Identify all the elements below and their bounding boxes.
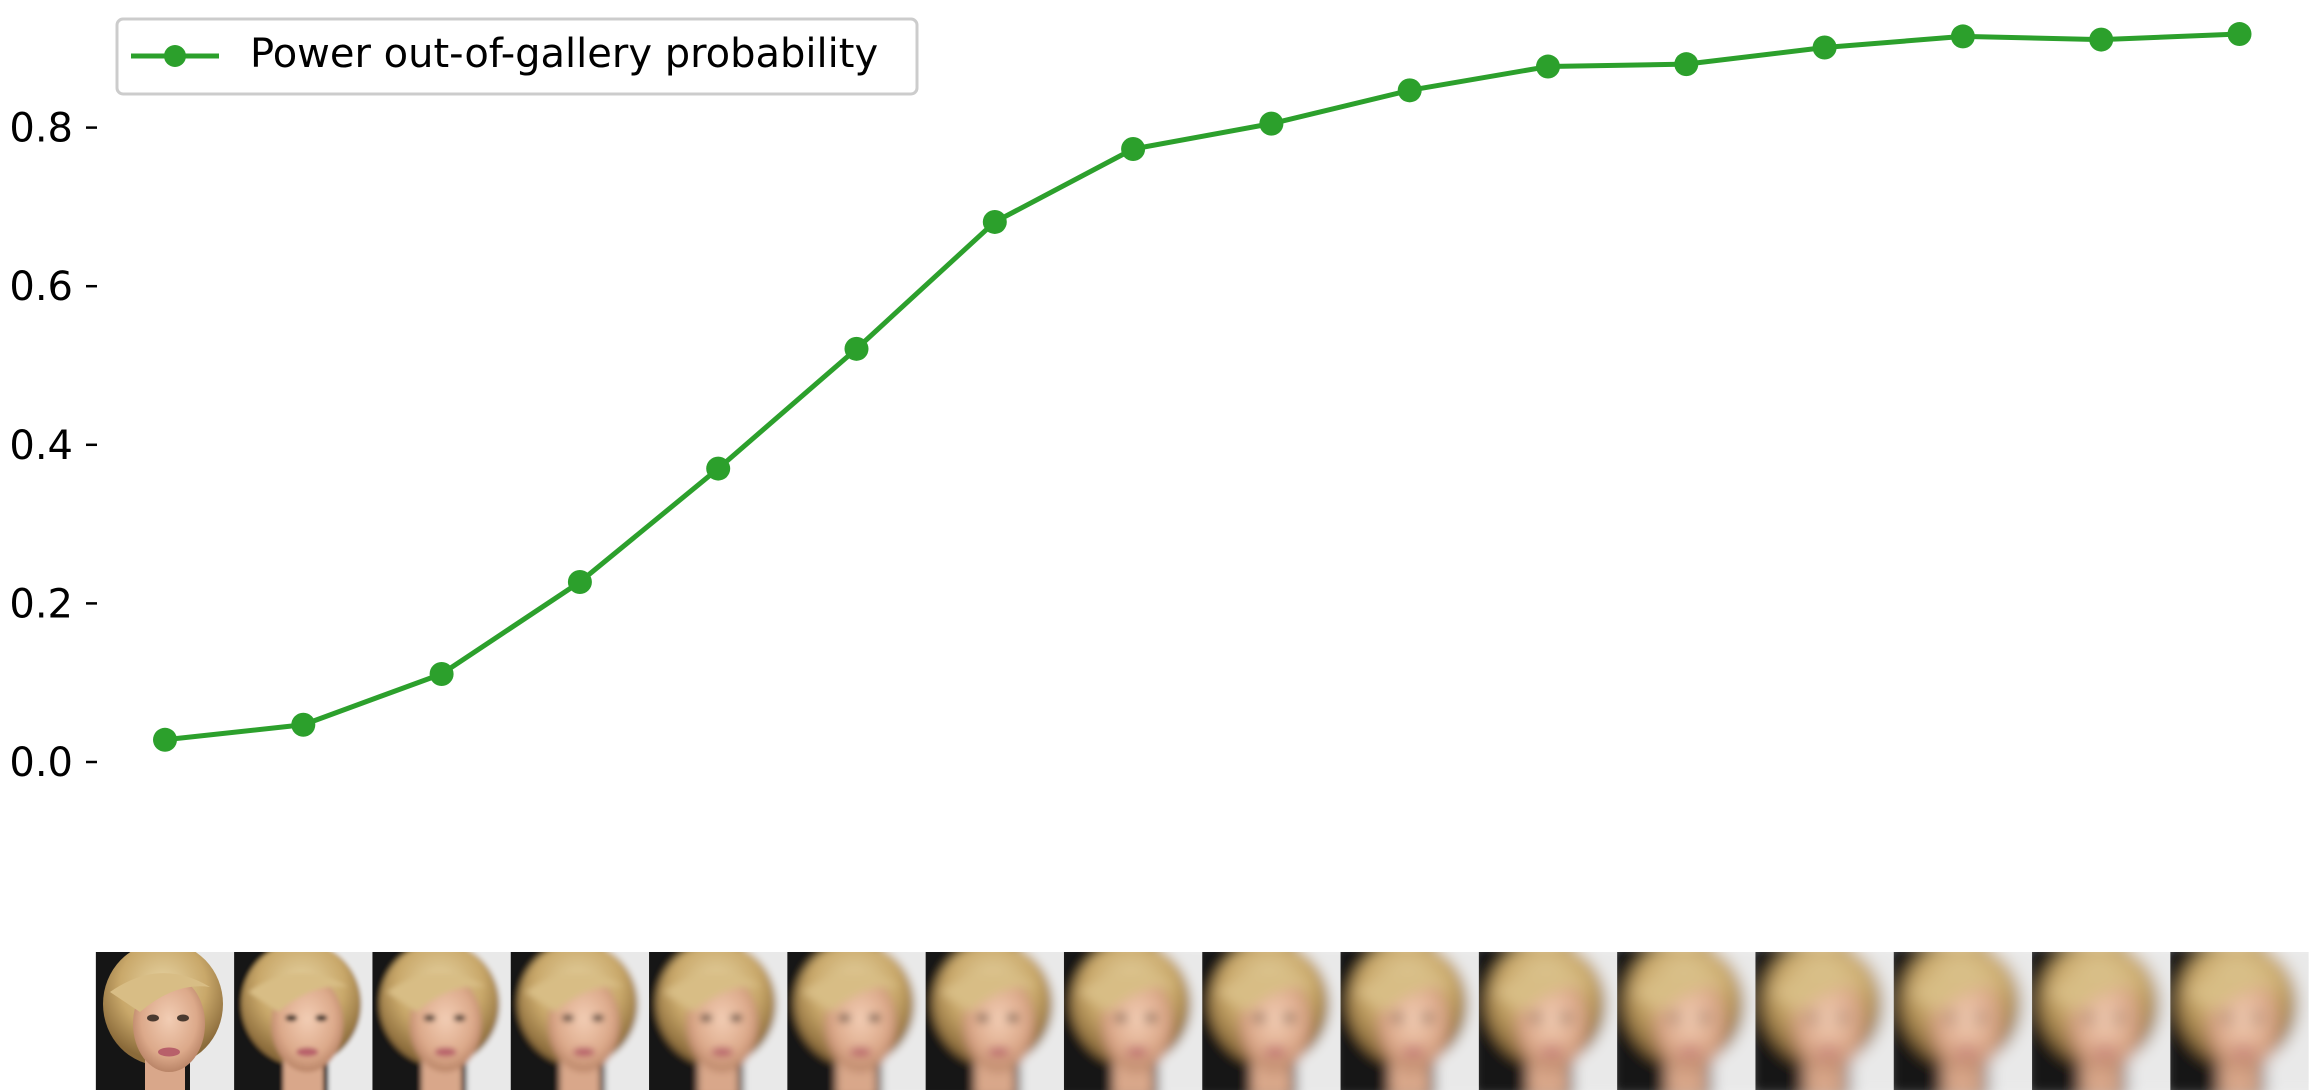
y-tick-label: 0.2	[9, 581, 73, 627]
data-point	[153, 727, 177, 752]
data-point	[1397, 78, 1422, 103]
data-point	[2227, 22, 2252, 47]
data-point	[1121, 137, 1146, 162]
legend-marker-sample	[164, 45, 186, 67]
data-point	[1812, 35, 1837, 60]
data-point	[844, 336, 869, 361]
face-thumbnail	[1893, 952, 2033, 1090]
data-point	[429, 661, 454, 686]
face-thumbnail	[1617, 952, 1756, 1090]
data-point	[291, 712, 316, 737]
face-thumbnail	[787, 952, 926, 1090]
data-point	[982, 209, 1007, 234]
face-thumbnail	[649, 952, 788, 1090]
face-thumbnail	[95, 952, 235, 1090]
face-thumbnail	[1478, 952, 1618, 1090]
series-layer	[153, 22, 2252, 752]
axes: 0.0 0.2 0.4 0.6 0.8	[9, 106, 97, 786]
face-thumbnail	[1340, 952, 1479, 1090]
data-point	[567, 569, 592, 594]
face-thumbnail	[1202, 952, 1341, 1090]
series-line	[164, 31, 2240, 743]
y-tick-label: 0.6	[9, 264, 73, 310]
y-tick-label: 0.4	[9, 423, 73, 469]
data-point	[1259, 111, 1284, 136]
y-tick-label: 0.0	[9, 740, 73, 786]
data-point	[1536, 54, 1560, 79]
face-thumbnail	[510, 952, 650, 1090]
data-point	[706, 456, 731, 481]
face-thumbnail	[2032, 952, 2171, 1090]
data-point	[1950, 24, 1975, 49]
y-tick-label: 0.8	[9, 106, 73, 152]
legend-box	[115, 17, 919, 96]
face-thumbnail	[372, 952, 511, 1090]
face-thumbnail	[234, 952, 373, 1090]
face-thumbnail	[2170, 952, 2309, 1090]
face-thumbnail	[1063, 952, 1203, 1090]
face-thumbnail-strip	[95, 952, 2309, 1090]
data-point	[2089, 27, 2114, 52]
face-thumbnail	[1755, 952, 1894, 1090]
legend-label: Power out-of-gallery probability	[250, 31, 878, 77]
face-thumbnail	[925, 952, 1064, 1090]
legend: Power out-of-gallery probability	[115, 17, 919, 96]
data-point	[1674, 52, 1699, 77]
